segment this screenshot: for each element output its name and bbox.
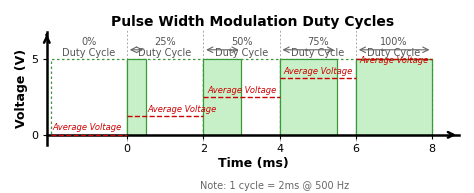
Bar [51, 59, 127, 135]
Text: Average Voltage: Average Voltage [359, 56, 428, 65]
Bar [127, 59, 203, 135]
Text: 100%
Duty Cycle: 100% Duty Cycle [367, 37, 421, 58]
Bar [203, 59, 241, 135]
Text: 25%
Duty Cycle: 25% Duty Cycle [138, 37, 192, 58]
Text: 0%
Duty Cycle: 0% Duty Cycle [62, 37, 115, 58]
Text: Average Voltage: Average Voltage [207, 86, 276, 95]
X-axis label: Time (ms): Time (ms) [218, 157, 288, 170]
Text: 75%
Duty Cycle: 75% Duty Cycle [291, 37, 345, 58]
Bar [280, 59, 356, 135]
Text: Note: 1 cycle = 2ms @ 500 Hz: Note: 1 cycle = 2ms @ 500 Hz [201, 181, 349, 191]
Text: 50%
Duty Cycle: 50% Duty Cycle [215, 37, 268, 58]
Bar [356, 59, 432, 135]
Text: Average Voltage: Average Voltage [283, 67, 353, 76]
Bar [203, 59, 280, 135]
Text: Average Voltage: Average Voltage [148, 105, 217, 114]
Text: Average Voltage: Average Voltage [53, 123, 122, 132]
Bar [280, 59, 337, 135]
Bar [356, 59, 432, 135]
Title: Pulse Width Modulation Duty Cycles: Pulse Width Modulation Duty Cycles [111, 15, 394, 29]
Y-axis label: Voltage (V): Voltage (V) [15, 49, 28, 128]
Bar [127, 59, 146, 135]
